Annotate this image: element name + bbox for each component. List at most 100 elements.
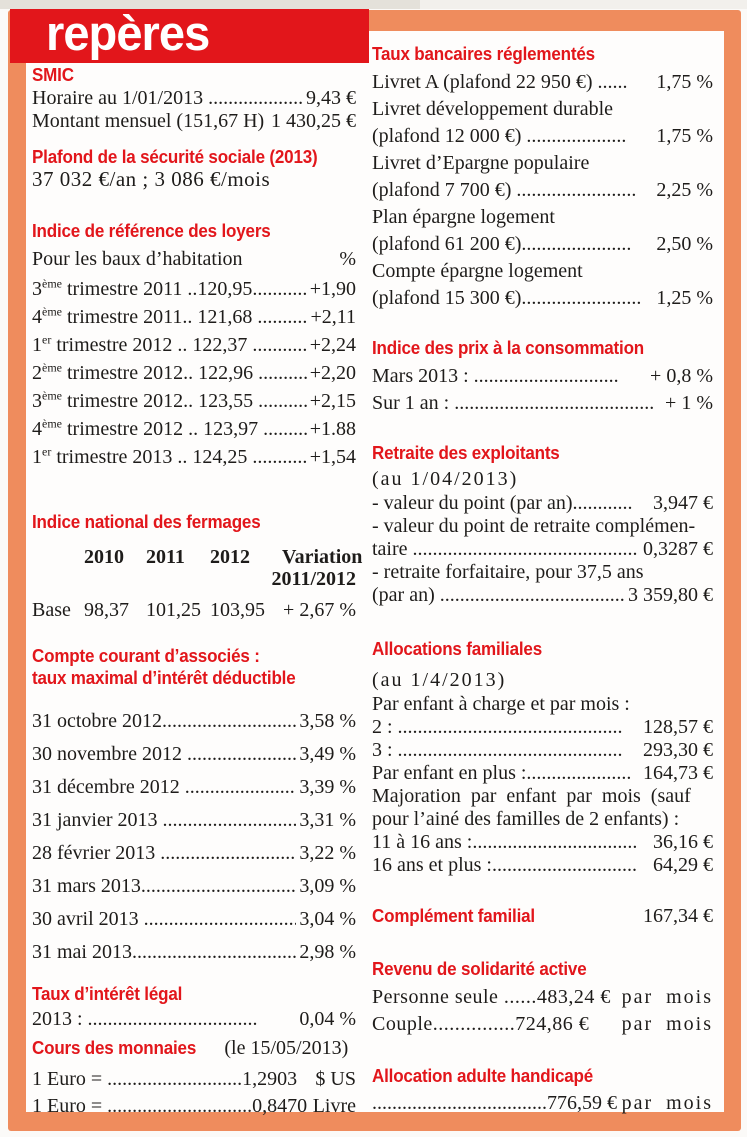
rate-rows: 31 octobre 2012.........................… [32,705,356,969]
table-corner-cell [32,546,84,568]
section-rsa: Revenu de solidarité active Personne seu… [372,958,713,1038]
table-cell: 98,37 [84,599,129,621]
row-label: 4ème trimestre 2011.. 121,68 .......... [32,303,307,331]
top-edge-strip [0,0,747,9]
ordinal-suffix: ème [42,388,62,403]
data-row: 31 octobre 2012.........................… [32,705,356,738]
column-header: Variation [282,546,363,568]
row-value: 293,30 € [643,739,713,761]
section-heading-line1: Compte courant d’associés : [32,645,260,666]
data-row: pour l’ainé des familles de 2 enfants) : [372,808,713,831]
row-value: 9,43 € [306,87,356,109]
row-label: 1 Euro = ...........................1,29… [32,1068,298,1090]
section-heading: Revenu de solidarité active [372,958,587,979]
row-value: 3,04 % [299,908,356,930]
section-plafond-securite-sociale: Plafond de la sécurité sociale (2013) 37… [32,146,356,191]
ordinal-suffix: ème [42,276,62,291]
section-heading: Indice de référence des loyers [32,220,271,241]
row-value: par mois [621,1013,713,1035]
row-value: 2,98 % [299,941,356,963]
section-heading: Allocations familiales [372,638,542,659]
row-label: 1er trimestre 2013 .. 124,25 ...........… [32,443,307,471]
data-row: Majoration par enfant par mois (sauf [372,785,713,808]
section-complement-familial: Complément familial 167,34 € [372,905,713,928]
reperes-banner: repères [10,7,369,63]
data-row: 31 mars 2013............................… [32,870,356,903]
trimestre-number: 2 [32,362,42,384]
section-aah: Allocation adulte handicapé ............… [372,1065,713,1116]
row-value: + 1 % [665,392,713,414]
data-row: 31 décembre 2012 ...................... … [32,771,356,804]
row-value: 64,29 € [653,854,713,876]
row-label: - valeur du point de retraite complémen- [372,515,696,537]
row-label: Compte épargne logement [372,260,583,282]
data-row: 2ème trimestre 2012.. 122,96 ...........… [32,359,356,387]
data-row: Par enfant en plus :....................… [372,762,713,785]
data-row: (plafond 12 000 €) .................... … [372,123,713,150]
fermages-data-row: Base 98,37 101,25 103,95 + 2,67 % [32,599,356,622]
row-label: 11 à 16 ans :...........................… [372,831,638,853]
section-heading-line2: taux maximal d’intérêt déductible [32,667,296,688]
section-heading: Allocation adulte handicapé [372,1065,594,1086]
trimestre-number: 4 [32,306,42,328]
row-value: 36,16 € [653,831,713,853]
trimestre-text: trimestre 2012.. 123,55 ............ [62,390,307,412]
data-row: Plan épargne logement [372,204,713,231]
section-cours-monnaies: Cours des monnaies (le 15/05/2013) 1 Eur… [32,1035,356,1120]
data-row: 1er trimestre 2013 .. 124,25 ...........… [32,443,356,471]
subheader-row: Pour les baux d’habitation % [32,245,356,273]
row-label: Sur 1 an : .............................… [372,392,655,414]
section-heading: Indice des prix à la consommation [372,337,645,358]
row-value: + 0,8 % [650,365,713,387]
data-row: - valeur du point (par an)............ 3… [372,492,713,515]
row-value: $ US [315,1068,356,1090]
row-label: Par enfant en plus :....................… [372,762,632,784]
section-heading: Retraite des exploitants [372,442,560,463]
row-value: 128,57 € [643,716,713,738]
data-row: 31 janvier 2013 ........................… [32,804,356,837]
row-label: (plafond 15 300 €)......................… [372,287,642,309]
data-row: 16 ans et plus :........................… [372,854,713,877]
data-row: (par an) ...............................… [372,584,713,607]
section-indice-loyers: Indice de référence des loyers Pour les … [32,220,356,471]
row-label: 3ème trimestre 2011 ..120,95............… [32,275,307,303]
section-retraite-exploitants: Retraite des exploitants (au 1/04/2013) … [372,442,713,607]
row-value: 3,31 % [299,809,356,831]
row-label: (plafond 12 000 €) .................... [372,125,627,147]
data-row: 1 Euro = ...........................1,29… [32,1066,356,1093]
ordinal-suffix: ème [42,304,62,319]
section-smic: SMIC Horaire au 1/01/2013 ..............… [32,64,356,133]
row-value: par mois [621,1092,713,1114]
table-cell: 103,95 [210,599,265,621]
trimestre-text: trimestre 2011.. 121,68 .......... [62,306,308,328]
row-label: pour l’ainé des familles de 2 enfants) : [372,808,680,830]
data-row: Sur 1 an : .............................… [372,390,713,417]
date-note: (au 1/04/2013) [372,468,519,490]
row-value: 3 359,80 € [628,584,713,606]
row-label: (plafond 61 200 €)...................... [372,233,632,255]
row-label: (par an) ...............................… [372,584,625,606]
row-label: Plan épargne logement [372,206,555,228]
data-row: 4ème trimestre 2012 .. 123,97 ..........… [32,415,356,443]
data-row: Montant mensuel (151,67 H) .. 1 430,25 € [32,110,356,133]
ordinal-suffix: ème [42,416,62,431]
trimestre-text: trimestre 2013 .. 124,25 ............ [51,446,307,468]
row-label: 16 ans et plus :........................… [372,854,637,876]
row-value: 2,50 % [656,233,713,255]
date-note: (le 15/05/2013) [224,1037,349,1059]
data-row: Horaire au 1/01/2013 ...................… [32,87,356,110]
column-header: 2011 [146,546,185,568]
row-value: +2,11 [310,306,356,328]
section-heading: Indice national des fermages [32,511,261,532]
data-row: Livret A (plafond 22 950 €) ...... 1,75 … [372,69,713,96]
row-label: Livret d’Epargne populaire [372,152,590,174]
trimestre-text: trimestre 2012 .. 122,37 ............ [51,334,307,356]
row-value: par mois [621,986,713,1008]
data-row: (plafond 7 700 €) ......................… [372,177,713,204]
row-value: 2,25 % [656,179,713,201]
data-row: 3ème trimestre 2012.. 123,55 ...........… [32,387,356,415]
row-label: Personne seule ......483,24 € [372,986,611,1008]
plafond-values: 37 032 €/an ; 3 086 €/mois [32,167,271,191]
data-row: taire ..................................… [372,538,713,561]
row-value: +1,90 [309,278,356,300]
